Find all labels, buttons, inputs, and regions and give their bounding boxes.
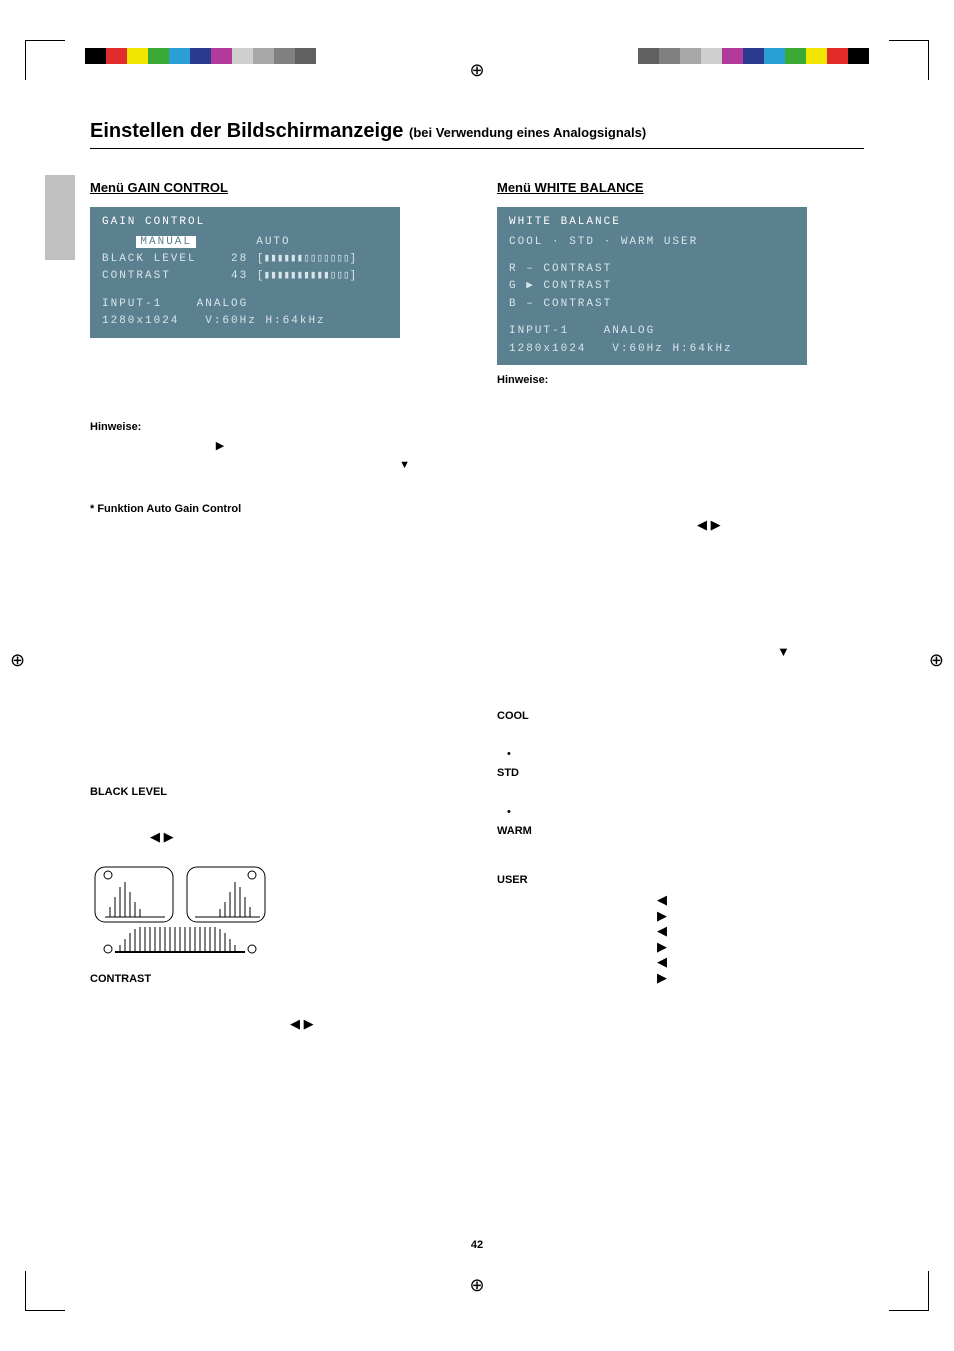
title-sub: (bei Verwendung eines Analogsignals) [409, 125, 646, 140]
osd-freq: V:60Hz H:64kHz [612, 343, 732, 355]
page-number: 42 [471, 1239, 483, 1251]
osd-title: WHITE BALANCE [509, 215, 795, 230]
arrow-down-icon: ▼ [777, 643, 864, 661]
arrows-lr-icon: ◀ ▶ [290, 1015, 457, 1033]
osd-title: GAIN CONTROL [102, 215, 388, 230]
std-heading: STD [497, 766, 864, 781]
osd-presets: COOL · STD · WARM USER [509, 235, 795, 250]
arrow-left-icon: ◀ [657, 892, 864, 908]
osd-manual: MANUAL [136, 236, 196, 248]
osd-input: INPUT-1 [102, 298, 162, 310]
arrow-right-icon: ▶ [90, 439, 350, 454]
contrast-heading: CONTRAST [90, 972, 457, 987]
page-content: Einstellen der Bildschirmanzeige (bei Ve… [90, 120, 864, 1251]
osd-contrast-label: CONTRAST [102, 270, 171, 282]
osd-black-level-val: 28 [231, 253, 248, 265]
arrows-lr-icon: ◀ ▶ [150, 828, 457, 846]
osd-gain-control: GAIN CONTROL MANUAL AUTO BLACK LEVEL 28 … [90, 207, 400, 337]
osd-freq: V:60Hz H:64kHz [205, 315, 325, 327]
histogram-diagram [90, 857, 270, 957]
warm-heading: WARM [497, 824, 864, 839]
bullet-icon: • [507, 747, 864, 762]
hinweise-label: Hinweise: [497, 373, 864, 388]
arrows-lr-icon: ◀ ▶ [697, 516, 864, 534]
registration-mark-right: ⊕ [929, 650, 944, 671]
osd-g-contrast: G ▶ CONTRAST [509, 279, 795, 294]
cool-heading: COOL [497, 709, 864, 724]
colorbar-left [85, 48, 337, 64]
osd-r-contrast: R – CONTRAST [509, 262, 795, 277]
osd-input: INPUT-1 [509, 325, 569, 337]
right-column: Menü WHITE BALANCE WHITE BALANCE COOL · … [497, 179, 864, 1038]
arrow-left-icon: ◀ [657, 954, 864, 970]
arrow-left-icon: ◀ [657, 923, 864, 939]
osd-auto: AUTO [256, 236, 290, 248]
white-balance-heading: Menü WHITE BALANCE [497, 179, 864, 197]
black-level-heading: BLACK LEVEL [90, 785, 457, 800]
title-main: Einstellen der Bildschirmanzeige [90, 120, 403, 142]
osd-white-balance: WHITE BALANCE COOL · STD · WARM USER R –… [497, 207, 807, 365]
osd-analog: ANALOG [604, 325, 656, 337]
arrow-right-icon: ▶ [657, 970, 864, 986]
side-tab [45, 175, 75, 260]
registration-mark-left: ⊕ [10, 650, 25, 671]
page-title: Einstellen der Bildschirmanzeige (bei Ve… [90, 120, 864, 149]
osd-analog: ANALOG [197, 298, 249, 310]
osd-black-level-label: BLACK LEVEL [102, 253, 197, 265]
auto-gain-title: * Funktion Auto Gain Control [90, 502, 457, 517]
osd-res: 1280x1024 [102, 315, 179, 327]
bullet-icon: • [507, 805, 864, 820]
bar-icon: [▮▮▮▮▮▮▯▯▯▯▯▯▯] [257, 253, 356, 265]
registration-mark-bottom: ⊕ [469, 1275, 484, 1296]
colorbar-right [617, 48, 869, 64]
gain-control-heading: Menü GAIN CONTROL [90, 179, 457, 197]
registration-mark-top: ⊕ [469, 60, 484, 81]
osd-contrast-val: 43 [231, 270, 248, 282]
arrow-down-icon: ▼ [90, 458, 410, 473]
osd-res: 1280x1024 [509, 343, 586, 355]
arrow-stack: ◀ ▶ ◀ ▶ ◀ ▶ [657, 892, 864, 986]
arrow-right-icon: ▶ [657, 908, 864, 924]
osd-b-contrast: B – CONTRAST [509, 297, 795, 312]
hinweise-label: Hinweise: [90, 420, 457, 435]
user-heading: USER [497, 873, 864, 888]
arrow-right-icon: ▶ [657, 939, 864, 955]
left-column: Menü GAIN CONTROL GAIN CONTROL MANUAL AU… [90, 179, 457, 1038]
bar-icon: [▮▮▮▮▮▮▮▮▮▮▯▯▯] [257, 270, 356, 282]
